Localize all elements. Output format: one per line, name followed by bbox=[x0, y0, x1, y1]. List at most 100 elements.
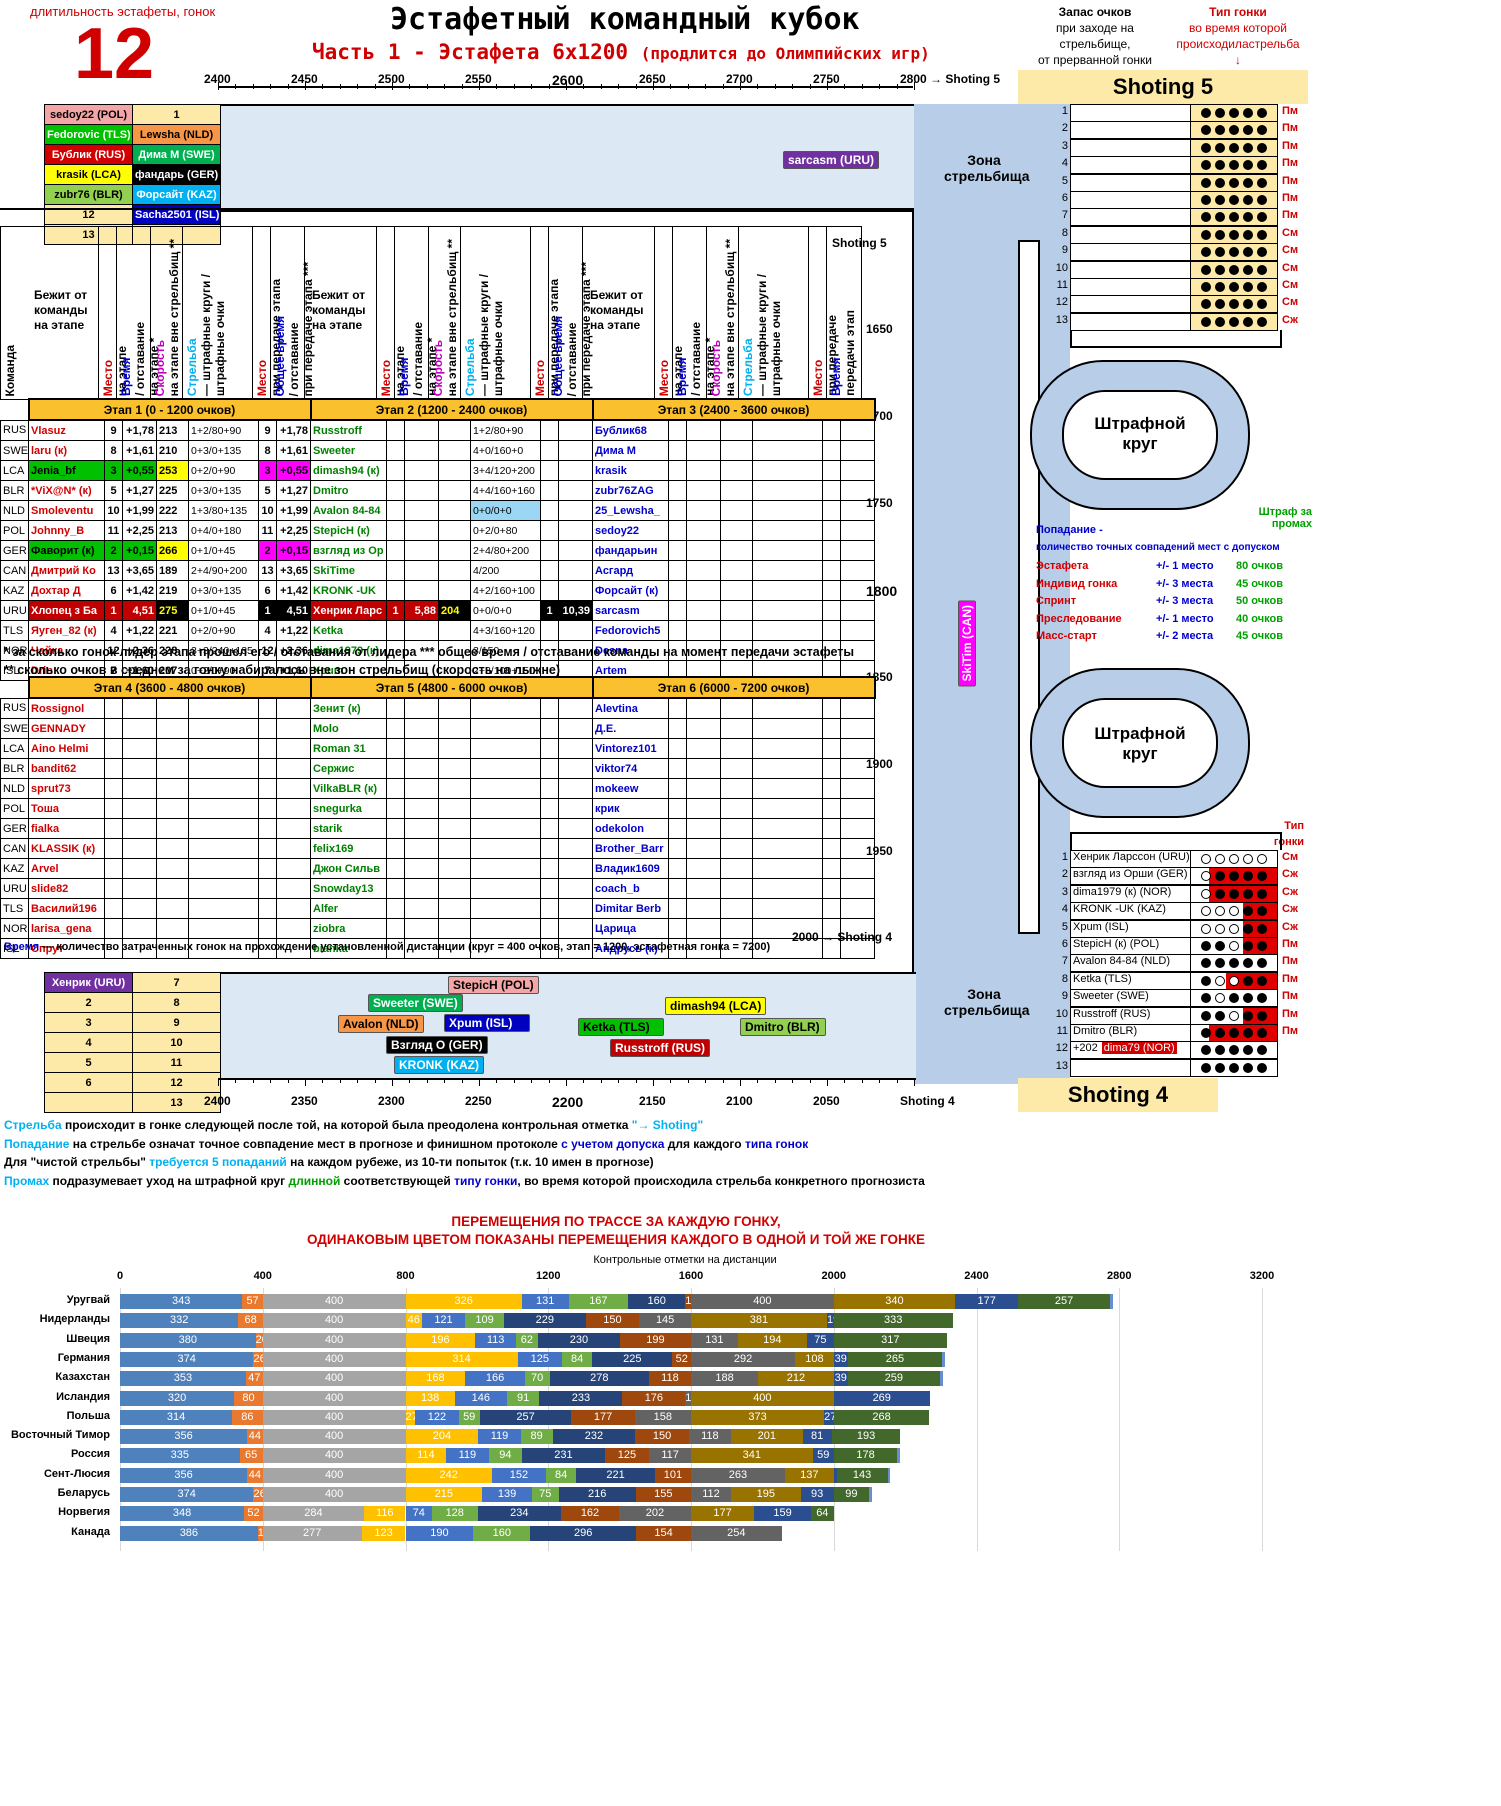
top-scale-minor-tick bbox=[670, 84, 672, 89]
shoot4-row: 13 bbox=[1050, 1058, 1308, 1077]
stage-cell bbox=[840, 697, 876, 719]
stage-cell: 3+4/120+200 bbox=[470, 460, 541, 481]
chart-bar-label: 400 bbox=[324, 1468, 344, 1481]
stage-cell bbox=[752, 898, 824, 919]
chart-bar-segment bbox=[691, 1448, 813, 1464]
stage-cell bbox=[840, 898, 876, 919]
chart-bar-segment bbox=[120, 1525, 258, 1541]
chart-bar-label: 62 bbox=[520, 1333, 533, 1346]
stage-cell bbox=[720, 540, 754, 561]
stage-cell: 13 bbox=[258, 560, 277, 581]
target-hit-icon bbox=[1229, 316, 1239, 327]
stage-cell: 13 bbox=[104, 560, 123, 581]
chart-bar-segment bbox=[955, 1294, 1019, 1309]
shoot4-dots bbox=[1191, 1060, 1277, 1073]
stage-cell: 189 bbox=[156, 560, 189, 581]
shoot5-row: 3 Пм bbox=[1050, 138, 1308, 157]
target-hit-icon bbox=[1229, 142, 1239, 153]
stage-cell bbox=[822, 938, 842, 959]
bottom-scale-label: Shoting 4 bbox=[900, 1094, 955, 1108]
stage-cell bbox=[275, 758, 312, 779]
target-hit-icon bbox=[1215, 108, 1225, 118]
target-hit-icon bbox=[1201, 282, 1211, 292]
stage-cell: 10,39 bbox=[557, 600, 594, 621]
stage-title: Этап 3 (2400 - 3600 очков) bbox=[591, 398, 876, 421]
scoring-tolerance: +/- 2 места bbox=[1156, 630, 1214, 642]
top-scale-minor-tick bbox=[600, 84, 602, 89]
shoot5-type: Сж bbox=[1282, 313, 1298, 326]
time-note-text: — количество затраченных гонок на прохож… bbox=[39, 941, 771, 953]
stage-cell bbox=[686, 620, 722, 641]
chart-bar-segment bbox=[120, 1351, 254, 1367]
chart-bar-label: 348 bbox=[172, 1507, 192, 1520]
stage-cell bbox=[558, 738, 594, 759]
stage-cell bbox=[258, 718, 277, 739]
col-shoot-header-part: — штрафные круги / bbox=[199, 273, 213, 396]
target-hit-icon bbox=[1243, 1028, 1253, 1038]
col-time2-header: Время передачи этап bbox=[829, 310, 857, 396]
shoot4-row: 1 Хенрик Ларссон (URU) См bbox=[1050, 850, 1308, 868]
stage-cell bbox=[404, 580, 439, 601]
top-scale-minor-tick bbox=[496, 84, 498, 89]
stage-cell bbox=[686, 540, 722, 561]
stage-cell bbox=[720, 858, 754, 879]
bottom-scale-label: 2200 bbox=[552, 1094, 584, 1110]
stage-cell: Хенрик Ларс bbox=[310, 600, 387, 621]
bottom-scale-minor-tick bbox=[687, 1078, 689, 1083]
target-hit-icon bbox=[1229, 1062, 1239, 1073]
stage-cell: +0,55 bbox=[276, 460, 311, 481]
chart-bar-segment bbox=[247, 1429, 263, 1445]
stage-cell: 0+1/0+45 bbox=[188, 540, 259, 561]
chart-bar-label: 231 bbox=[554, 1449, 573, 1462]
stage-cell bbox=[438, 620, 471, 641]
team-code: LCA bbox=[0, 738, 29, 759]
stage-cell: sedoy22 bbox=[592, 520, 670, 541]
stage-cell: 1 bbox=[386, 600, 405, 621]
shoot5-num: 11 bbox=[1056, 279, 1068, 291]
target-hit-icon bbox=[1257, 142, 1267, 153]
chart-bar-segment bbox=[812, 1448, 834, 1464]
target-hit-icon bbox=[1229, 195, 1239, 205]
stage-cell: +0,15 bbox=[276, 540, 311, 561]
top-scale-tick bbox=[305, 82, 306, 90]
time-note-label: Время bbox=[4, 941, 40, 953]
shoot4-row: 3 dima1979 (к) (NOR) Сж bbox=[1050, 884, 1308, 903]
team-code: NOR bbox=[0, 640, 29, 661]
target-hit-icon bbox=[1243, 1062, 1253, 1073]
chart-bar-label: 265 bbox=[885, 1352, 905, 1365]
top-scale-minor-tick bbox=[635, 84, 637, 89]
chart-bar-label: 93 bbox=[811, 1488, 824, 1500]
stage-cell bbox=[122, 778, 157, 799]
chart-bar-segment bbox=[691, 1506, 755, 1522]
chart-bar-segment bbox=[521, 1294, 569, 1309]
shoot5-num: 9 bbox=[1061, 244, 1068, 257]
stage-cell bbox=[122, 758, 157, 779]
chart-bar-label: 259 bbox=[884, 1372, 904, 1385]
target-hit-icon bbox=[1229, 958, 1239, 969]
chart-bar-label: 109 bbox=[475, 1314, 494, 1327]
chart-bar-segment bbox=[618, 1506, 691, 1522]
stage-cell: +2,25 bbox=[276, 520, 311, 541]
stage-cell: ziobra bbox=[310, 918, 388, 939]
chart-bar-label: 400 bbox=[324, 1410, 344, 1423]
stage-cell bbox=[822, 738, 842, 759]
target-hit-icon bbox=[1243, 1045, 1253, 1056]
stage-cell bbox=[188, 838, 259, 859]
bottom-scale-minor-tick bbox=[252, 1078, 254, 1083]
col-header: Стрельба — штрафные круги / штрафные очки bbox=[182, 226, 253, 398]
stage-cell: *ViX@N* (к) bbox=[28, 480, 105, 501]
chart-bar-label: 52 bbox=[247, 1507, 260, 1520]
stage-cell bbox=[840, 480, 876, 501]
target-hit-icon bbox=[1229, 229, 1239, 240]
stage-cell bbox=[668, 560, 688, 581]
shoot4-type: Пм bbox=[1282, 938, 1299, 950]
chart-bar-segment bbox=[576, 1467, 655, 1483]
target-open-icon bbox=[1215, 975, 1225, 986]
top-order-table: sedoy22 (POL) 1 Fedorovic (TLS) Lewsha (NLD… bbox=[44, 104, 221, 245]
bottom-order-row: 13 bbox=[44, 1092, 221, 1113]
chart-bar-segment bbox=[262, 1371, 406, 1387]
top-scale-minor-tick bbox=[444, 84, 446, 89]
stage-cell bbox=[822, 440, 842, 461]
bottom-scale-minor-tick bbox=[444, 1078, 446, 1083]
chart-bar-segment bbox=[847, 1371, 941, 1387]
